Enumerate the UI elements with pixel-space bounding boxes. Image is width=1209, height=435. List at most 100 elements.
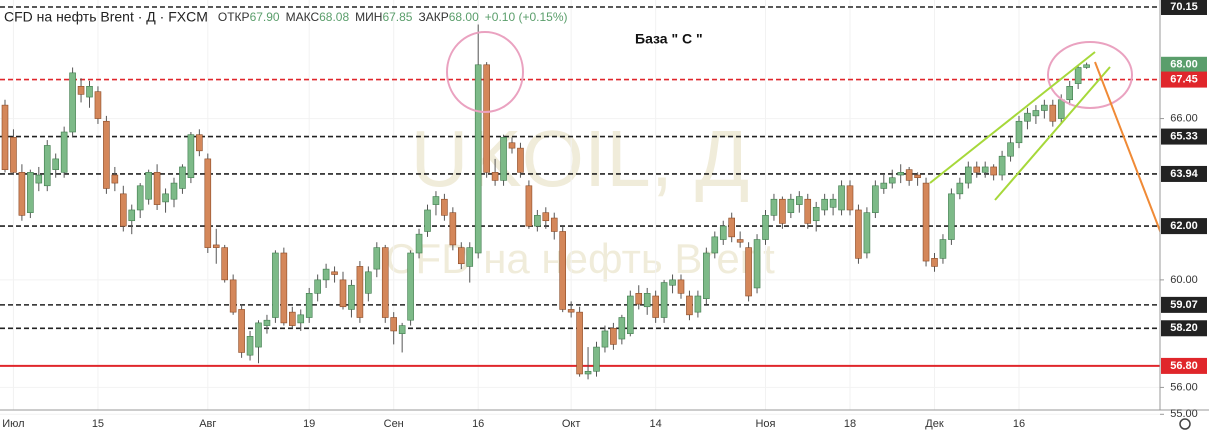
candle-body [694, 295, 702, 313]
candle-body [365, 271, 372, 294]
level-label: 58.20 [1170, 322, 1198, 334]
legend-value: 68.08 [319, 10, 349, 24]
candle-body [753, 239, 761, 289]
candle-body [542, 212, 550, 222]
candle-body [770, 198, 778, 216]
candle-body [500, 137, 507, 181]
level-label: 67.45 [1170, 73, 1198, 85]
candle-body [373, 247, 381, 270]
candle-body [204, 158, 212, 248]
candle-body [931, 258, 938, 267]
candle-body [43, 145, 51, 187]
candle-body [922, 182, 930, 262]
candle-body [525, 185, 533, 227]
x-tick-label: 16 [1013, 418, 1025, 430]
circle [446, 31, 524, 113]
level-label: 56.80 [1170, 360, 1198, 372]
candle-body [263, 319, 271, 326]
candle-body [35, 174, 43, 184]
candle-body [829, 198, 837, 208]
candle-body [1007, 142, 1014, 157]
candle-body [1057, 99, 1065, 119]
candle-body [584, 370, 592, 375]
candle-body [1083, 64, 1090, 68]
y-tick-label: 60.00 [1170, 274, 1198, 286]
candle-body [145, 172, 152, 200]
candle-body [288, 311, 296, 326]
candle-body [474, 64, 482, 254]
candle-body [103, 120, 110, 189]
candle-body [221, 247, 228, 281]
candle-body [136, 185, 144, 211]
candle-body [187, 134, 195, 179]
candle-body [424, 209, 431, 232]
candle-body [128, 209, 136, 222]
candle-body [795, 196, 803, 205]
candle-body [855, 209, 862, 259]
candle-body [1024, 112, 1031, 122]
candle-body [948, 193, 955, 240]
candles [1, 24, 1090, 380]
candle-body [246, 336, 254, 356]
candle-body [179, 166, 186, 189]
candle-body [162, 193, 169, 203]
header: CFD на нефть Brent · Д · FXCM ОТКР 67.90 М… [4, 9, 568, 25]
candle-body [964, 166, 972, 184]
level-label-box [1161, 56, 1207, 73]
trend-line [994, 66, 1111, 201]
candle-body [398, 325, 406, 334]
candle-body [356, 266, 364, 318]
candle-body [593, 346, 600, 372]
candle-body [973, 166, 981, 173]
x-tick-label: 19 [303, 418, 315, 430]
y-tick-label: 66.00 [1170, 112, 1198, 124]
x-tick-label: 16 [472, 418, 484, 430]
candle-body [69, 72, 76, 133]
candle-body [508, 142, 516, 149]
candle-body [280, 252, 288, 324]
x-tick-label: Июл [2, 418, 24, 430]
candle-body [998, 155, 1006, 176]
trend-line [929, 51, 1096, 184]
candle-body [779, 198, 786, 224]
candle-body [939, 239, 947, 259]
candle-body [610, 327, 617, 345]
candle-body [381, 247, 389, 318]
candle-body [703, 252, 710, 299]
candle-body [711, 236, 719, 254]
level-label-box [1161, 71, 1207, 88]
settings-icon[interactable] [1179, 418, 1191, 430]
candle-body [897, 172, 905, 176]
candle-body [956, 182, 964, 195]
candle-body [18, 172, 26, 216]
candle-body [457, 247, 465, 265]
candle-body [120, 193, 127, 227]
level-label-box [1161, 128, 1207, 145]
legend-change: +0.10 (+0.15%) [485, 10, 568, 24]
candle-body [728, 217, 736, 238]
candle-body [669, 279, 676, 286]
candle-body [517, 147, 524, 173]
candle-body [626, 295, 634, 334]
candle-body [272, 252, 279, 318]
candle-body [534, 215, 541, 227]
candle-body [339, 279, 347, 308]
candle-body [491, 172, 499, 181]
candle-body [677, 279, 685, 294]
candle-body [449, 212, 457, 246]
legend-value: 67.85 [382, 10, 412, 24]
candle-body [990, 166, 997, 176]
level-label-box [1161, 165, 1207, 182]
candle-body [787, 198, 795, 213]
candle-body [1032, 110, 1040, 117]
candle-body [297, 314, 305, 324]
level-label: 59.07 [1170, 299, 1198, 311]
candle-body [981, 166, 989, 173]
circle [1047, 41, 1133, 109]
x-tick-label: 15 [92, 418, 104, 430]
candle-body [77, 86, 85, 95]
candle-body [322, 268, 330, 281]
candle-body [660, 282, 668, 318]
